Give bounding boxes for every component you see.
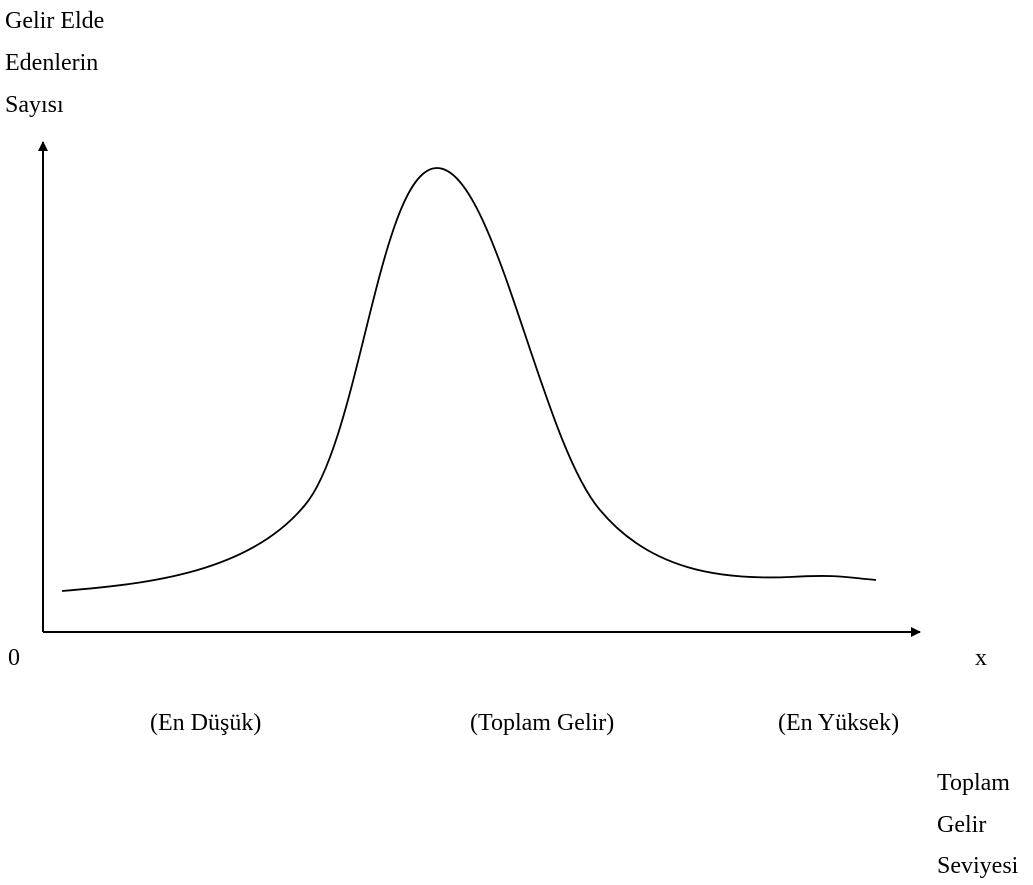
y-axis-label: Gelir Elde: [5, 8, 104, 34]
y-axis-label: Edenlerin: [5, 50, 98, 76]
distribution-curve: [61, 167, 877, 592]
position-label: (En Yüksek): [778, 710, 899, 736]
position-label: (Toplam Gelir): [470, 710, 614, 736]
x-axis-label: Seviyesi: [937, 853, 1019, 879]
x-axis-label: Toplam: [937, 770, 1010, 796]
y-axis-label: Sayısı: [5, 92, 64, 118]
origin-label: 0: [8, 645, 20, 671]
x-axis-label: Gelir: [937, 812, 986, 838]
position-label: (En Düşük): [150, 710, 261, 736]
x-axis-end-label: x: [975, 645, 987, 671]
